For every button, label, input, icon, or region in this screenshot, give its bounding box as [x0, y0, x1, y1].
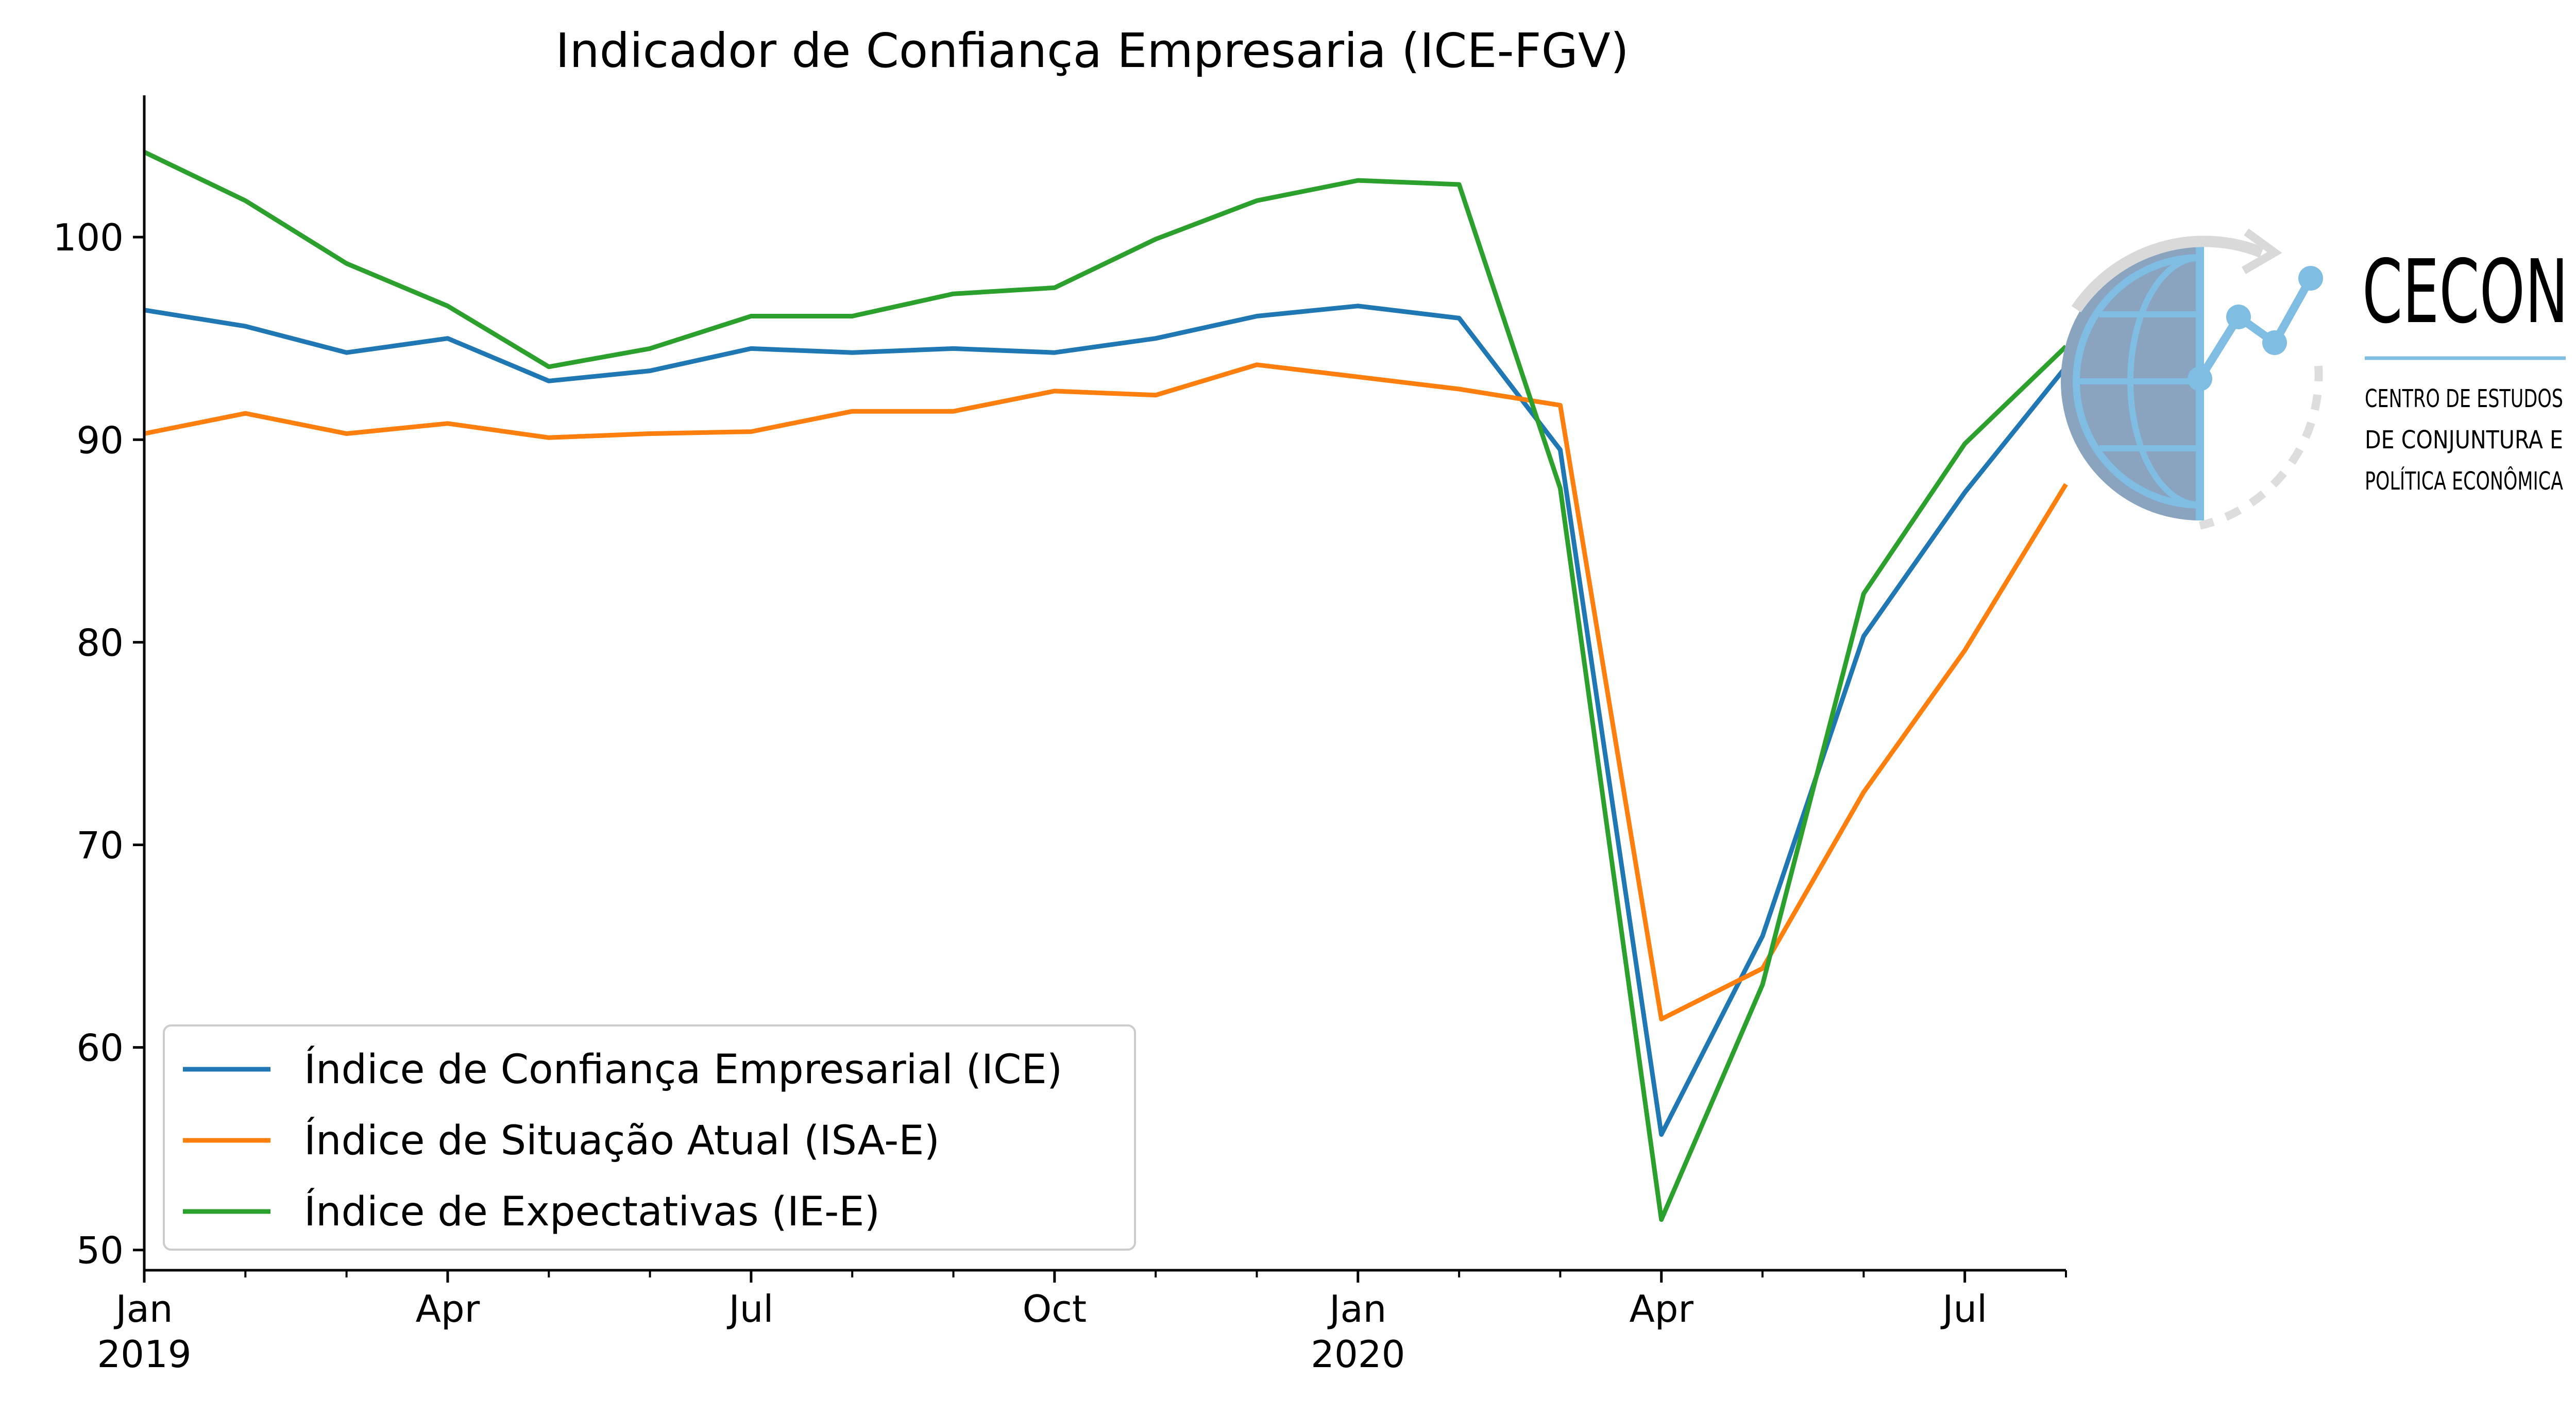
logo-subtitle-3: POLÍTICA ECONÔMICA [2365, 466, 2563, 496]
dashed-arc [2199, 365, 2323, 530]
logo-name: CECON [2362, 241, 2568, 343]
y-tick-label-5: 100 [53, 216, 124, 259]
plot-lines [143, 150, 2068, 1222]
legend-label-1: Índice de Situação Atual (ISA-E) [304, 1117, 940, 1164]
trend-line-icon [2196, 276, 2314, 381]
y-tick-label-4: 90 [76, 418, 124, 462]
x-tick-label-3: Oct [1023, 1287, 1087, 1331]
y-tick-label-2: 70 [76, 823, 124, 867]
x-tick-label-0: Jan [114, 1287, 173, 1331]
series-line-0 [144, 304, 2068, 1137]
y-tick-label-3: 80 [76, 621, 124, 664]
y-tick-label-0: 50 [76, 1229, 124, 1272]
legend-label-0: Índice de Confiança Empresarial (ICE) [304, 1046, 1062, 1093]
logo-subtitle-2: DE CONJUNTURA E [2365, 426, 2563, 454]
arc-arrowhead [2241, 228, 2282, 274]
trend-dot-2 [2262, 330, 2287, 355]
x-tick-label-6: Jul [1940, 1287, 1987, 1331]
x-tick-label-1: Apr [416, 1287, 480, 1331]
trend-dot-0 [2188, 366, 2212, 391]
legend-box [163, 1024, 1136, 1251]
cecon-logo: CECON CENTRO DE ESTUDOS DE CONJUNTURA E POL… [2061, 228, 2568, 530]
x-tick-sublabel-4: 2020 [1311, 1333, 1405, 1376]
legend: Índice de Confiança Empresarial (ICE) Índ… [163, 1024, 1136, 1251]
series-line-1 [144, 362, 2068, 1022]
y-tick-label-1: 60 [76, 1026, 124, 1070]
logo-subtitle-1: CENTRO DE ESTUDOS [2365, 384, 2563, 413]
legend-label-2: Índice de Expectativas (IE-E) [304, 1188, 880, 1235]
x-tick-label-5: Apr [1629, 1287, 1693, 1331]
trend-dot-3 [2298, 266, 2323, 291]
chart-title: Indicador de Confiança Empresaria (ICE-F… [555, 23, 1629, 78]
series-line-2 [143, 150, 2068, 1222]
trend-dot-1 [2226, 305, 2251, 329]
arc-arrow-icon [2071, 235, 2264, 313]
x-tick-label-2: Jul [726, 1287, 773, 1331]
x-tick-sublabel-0: 2019 [97, 1333, 191, 1376]
x-tick-label-4: Jan [1327, 1287, 1386, 1331]
